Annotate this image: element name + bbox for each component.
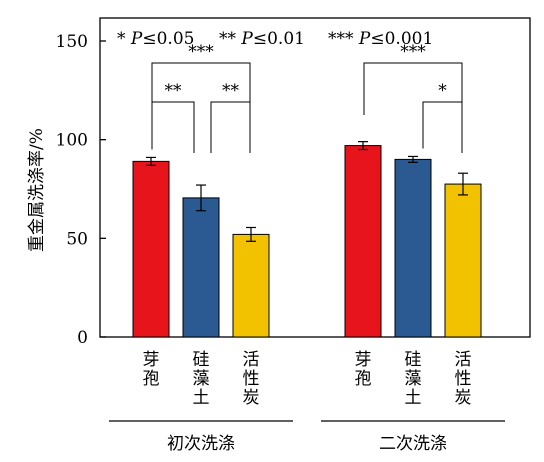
category-label: 芽孢 (355, 350, 372, 389)
significance-label: *** (188, 42, 214, 62)
category-char: 芽 (355, 350, 372, 370)
category-char: 硅 (405, 350, 422, 370)
bars (132, 145, 482, 338)
category-label: 芽孢 (143, 350, 160, 389)
category-char: 藻 (193, 369, 210, 389)
bar (444, 183, 482, 338)
significance-label: ** (165, 81, 183, 101)
category-char: 土 (405, 388, 422, 408)
significance-legend-threshold: ≤0.001 (370, 29, 433, 49)
category-char: 土 (193, 388, 210, 408)
error-bars (146, 141, 468, 242)
significance-legend-stars: ** (219, 29, 241, 49)
y-tick-label: 50 (66, 229, 88, 249)
category-label: 活性炭 (455, 350, 472, 408)
significance-label: *** (400, 42, 426, 62)
category-char: 活 (243, 350, 260, 370)
y-axis-label: 重金属洗涤率/% (27, 128, 47, 252)
category-char: 炭 (455, 388, 472, 408)
bar (232, 233, 270, 338)
significance-legend-threshold: ≤0.01 (253, 29, 305, 49)
category-label: 活性炭 (243, 350, 260, 408)
significance-bracket (210, 101, 251, 153)
category-char: 藻 (405, 369, 422, 389)
category-label: 硅藻土 (405, 350, 422, 408)
category-label: 硅藻土 (193, 350, 210, 408)
group-label: 二次洗涤 (379, 434, 447, 454)
significance-legend-p: P (130, 29, 143, 49)
significance-label: * (438, 81, 447, 101)
bar (132, 160, 170, 338)
significance-bracket (151, 101, 195, 153)
significance-brackets (151, 62, 463, 153)
category-char: 芽 (143, 350, 160, 370)
group-label: 初次洗涤 (167, 434, 235, 454)
category-char: 性 (455, 369, 472, 389)
significance-legend-threshold: ≤0.05 (142, 29, 194, 49)
category-char: 硅 (193, 350, 210, 370)
significance-legend-stars: *** (328, 29, 359, 49)
category-char: 孢 (355, 369, 372, 389)
significance-legend: * P≤0.05 ** P≤0.01 *** P≤0.001 (117, 29, 433, 49)
significance-label: ** (222, 81, 240, 101)
significance-bracket (422, 101, 463, 153)
bar (344, 145, 382, 338)
significance-legend-p: P (240, 29, 253, 49)
y-tick-label: 0 (77, 328, 88, 348)
significance-bracket (363, 62, 463, 115)
plot-frame (99, 17, 531, 338)
category-char: 炭 (243, 388, 260, 408)
category-char: 孢 (143, 369, 160, 389)
y-tick-label: 100 (56, 131, 88, 151)
significance-bracket (151, 62, 251, 115)
bar (182, 197, 220, 338)
significance-legend-p: P (358, 29, 371, 49)
category-char: 活 (455, 350, 472, 370)
category-char: 性 (243, 369, 260, 389)
bar (394, 158, 432, 338)
significance-legend-stars: * (117, 29, 131, 49)
y-tick-label: 150 (56, 32, 88, 52)
axes (99, 17, 531, 422)
